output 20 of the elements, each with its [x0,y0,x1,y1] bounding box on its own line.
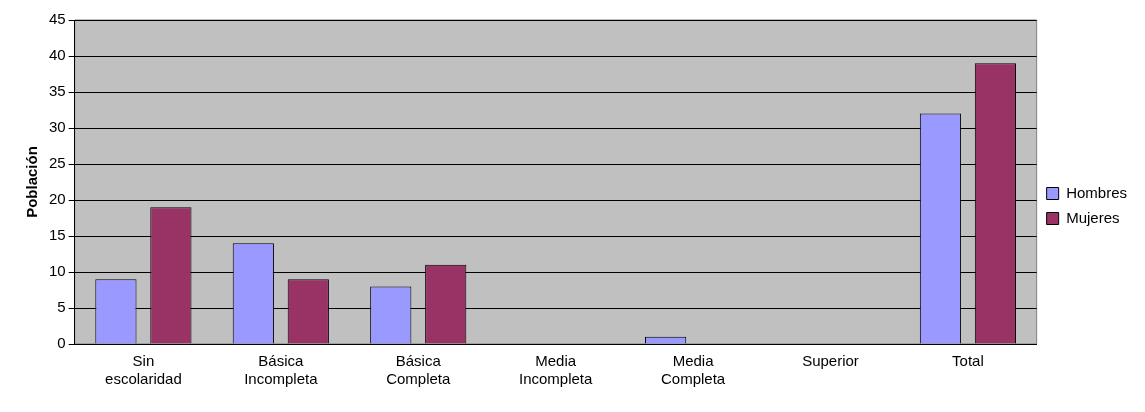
legend-label: Hombres [1066,183,1128,201]
legend-label: Mujeres [1066,208,1120,226]
y-tick-label: 15 [49,226,66,244]
y-tick-label: 5 [57,298,66,316]
y-tick-label: 25 [49,154,66,172]
x-tick-label: Sin escolaridad [105,352,182,388]
x-tick-label: Superior [802,352,859,370]
y-tick-label: 40 [49,46,66,64]
y-tick-label: 45 [49,10,66,28]
x-tick-label: Media Incompleta [518,352,594,388]
x-tick-label: Básica Incompleta [244,352,319,388]
y-tick-label: 10 [49,262,66,280]
y-tick-label: 20 [49,190,66,208]
x-tick-label: Total [952,352,984,370]
y-axis-title: Población [23,146,41,218]
x-tick-label: Media Completa [660,352,726,388]
x-tick-label: Básica Completa [386,352,451,388]
y-tick-label: 0 [57,334,66,352]
y-tick-label: 30 [49,118,66,136]
y-tick-label: 35 [49,82,66,100]
